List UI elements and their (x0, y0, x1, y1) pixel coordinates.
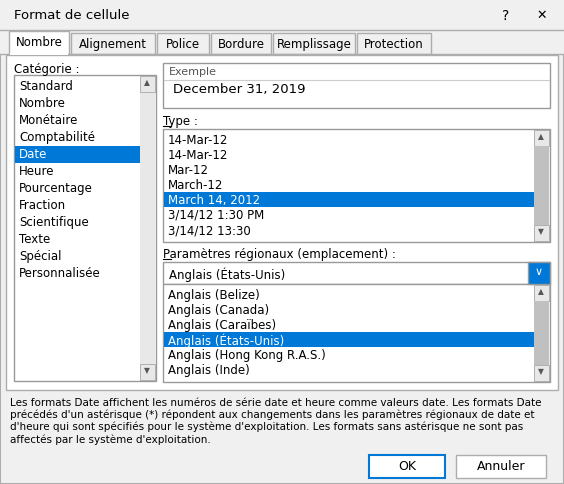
Text: Anglais (États-Unis): Anglais (États-Unis) (169, 267, 285, 282)
Text: Pourcentage: Pourcentage (19, 182, 93, 195)
Bar (528, 262, 550, 284)
Bar (140, 76, 155, 380)
Text: Anglais (États-Unis): Anglais (États-Unis) (168, 334, 284, 348)
Bar (140, 76, 155, 92)
Text: Type :: Type : (163, 115, 198, 128)
Bar (534, 365, 549, 381)
Bar (164, 192, 534, 207)
Bar (534, 225, 549, 241)
Text: ∨: ∨ (535, 267, 543, 277)
Bar (164, 332, 534, 347)
Text: Personnalisée: Personnalisée (19, 267, 101, 280)
Bar (163, 284, 550, 382)
Text: Nombre: Nombre (19, 97, 66, 110)
Text: Heure: Heure (19, 165, 55, 178)
Text: ▼: ▼ (538, 227, 544, 236)
Text: March-12: March-12 (168, 179, 223, 192)
Text: ▲: ▲ (144, 78, 150, 87)
Text: Remplissage: Remplissage (276, 38, 351, 51)
Bar (71, 33, 155, 54)
Text: Comptabilité: Comptabilité (19, 131, 95, 144)
Bar (140, 364, 155, 380)
Text: 14-Mar-12: 14-Mar-12 (168, 149, 228, 162)
Bar (0, 0, 564, 30)
Text: Annuler: Annuler (477, 460, 525, 473)
Text: Police: Police (166, 38, 200, 51)
Text: Alignement: Alignement (79, 38, 147, 51)
Bar (163, 129, 550, 242)
Text: Monétaire: Monétaire (19, 114, 78, 127)
Text: 3/14/12 13:30: 3/14/12 13:30 (168, 224, 251, 237)
Text: ▲: ▲ (538, 132, 544, 141)
Bar (163, 63, 550, 108)
Bar (456, 455, 546, 478)
Bar (357, 33, 431, 54)
Bar (211, 33, 271, 54)
Text: Texte: Texte (19, 233, 50, 246)
Bar (15, 146, 140, 163)
Text: Catégorie :: Catégorie : (14, 63, 80, 76)
Text: Paramètres régionaux (emplacement) :: Paramètres régionaux (emplacement) : (163, 248, 396, 261)
Text: ?: ? (502, 9, 509, 23)
Bar (534, 285, 549, 381)
Bar (534, 130, 549, 146)
Text: March 14, 2012: March 14, 2012 (168, 194, 260, 207)
Text: Standard: Standard (19, 80, 73, 93)
Text: Scientifique: Scientifique (19, 216, 89, 229)
Bar (534, 130, 549, 241)
Bar (163, 262, 550, 284)
Bar (0, 31, 564, 55)
Text: Spécial: Spécial (19, 250, 61, 263)
Text: Mar-12: Mar-12 (168, 164, 209, 177)
Bar (10, 53, 68, 55)
Bar (14, 75, 156, 381)
Text: Fraction: Fraction (19, 199, 66, 212)
Bar (9, 31, 69, 54)
Bar (157, 33, 209, 54)
Text: Nombre: Nombre (16, 36, 63, 49)
Bar (6, 55, 558, 390)
Text: Anglais (Belize): Anglais (Belize) (168, 289, 260, 302)
Text: ✕: ✕ (536, 9, 547, 22)
Text: Bordure: Bordure (218, 38, 265, 51)
Bar (534, 301, 549, 365)
Text: Les formats Date affichent les numéros de série date et heure comme valeurs date: Les formats Date affichent les numéros d… (10, 398, 541, 445)
Bar (273, 33, 355, 54)
Text: OK: OK (398, 460, 416, 473)
Text: Format de cellule: Format de cellule (14, 9, 130, 22)
Bar (534, 146, 549, 225)
Text: ▼: ▼ (538, 367, 544, 376)
Bar (369, 455, 445, 478)
Text: ▼: ▼ (144, 366, 150, 375)
Text: Protection: Protection (364, 38, 424, 51)
Text: Exemple: Exemple (169, 67, 217, 77)
Text: Anglais (Hong Kong R.A.S.): Anglais (Hong Kong R.A.S.) (168, 349, 326, 362)
Text: ▲: ▲ (538, 287, 544, 296)
Text: Anglais (Canada): Anglais (Canada) (168, 304, 269, 317)
Text: 14-Mar-12: 14-Mar-12 (168, 134, 228, 147)
Bar (10, 53, 68, 55)
Text: Anglais (Inde): Anglais (Inde) (168, 364, 250, 377)
Bar (534, 285, 549, 301)
Text: December 31, 2019: December 31, 2019 (173, 83, 306, 96)
Text: 3/14/12 1:30 PM: 3/14/12 1:30 PM (168, 209, 265, 222)
Text: Date: Date (19, 148, 47, 161)
Text: Anglais (Caraïbes): Anglais (Caraïbes) (168, 319, 276, 332)
